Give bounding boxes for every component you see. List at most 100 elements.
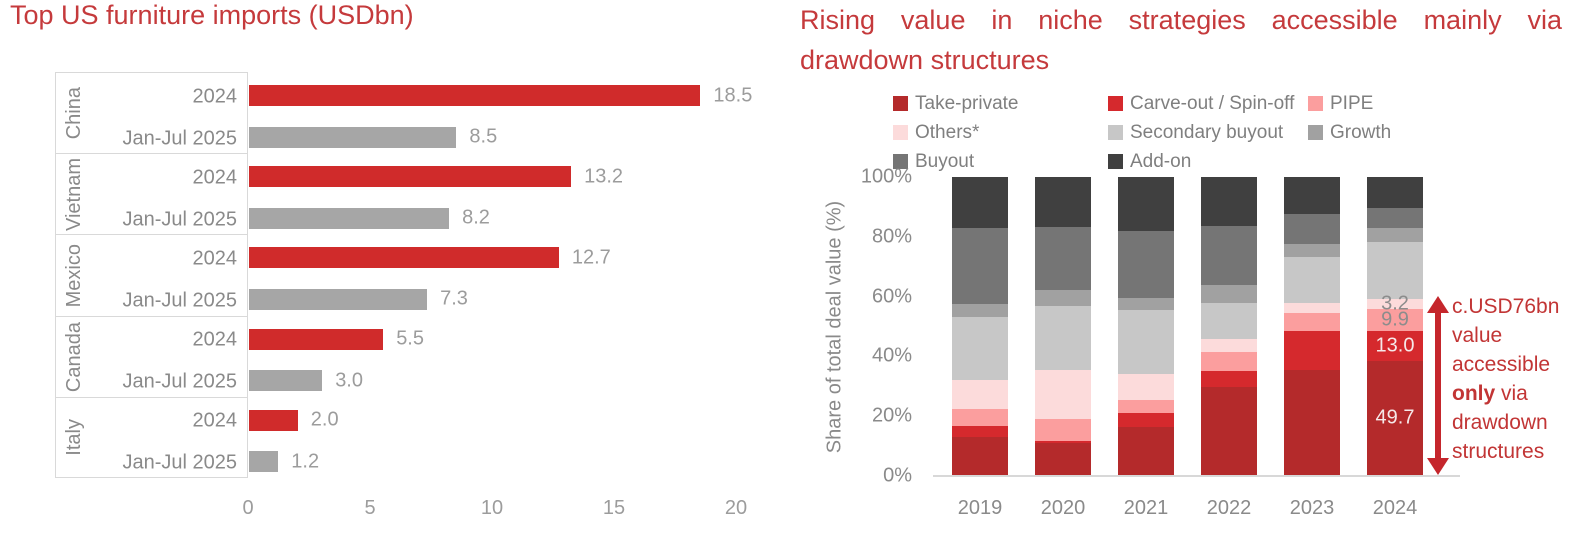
stacked-segment-2021-growth (1118, 298, 1174, 311)
bar-value-china-jan-jul-2025: 8.5 (469, 125, 498, 148)
stacked-segment-2024-others (1367, 298, 1423, 309)
legend-swatch-secondary-buyout (1108, 125, 1123, 140)
stacked-segment-2023-buyout (1284, 213, 1340, 244)
bar-vietnam-2024 (249, 166, 572, 188)
legend-label-secondary-buyout: Secondary buyout (1130, 121, 1284, 143)
stacked-segment-2020-pipe (1035, 418, 1091, 442)
stacked-segment-2019-pipe (952, 409, 1008, 426)
annotation-line: drawdown (1452, 411, 1548, 434)
annotation-line: structures (1452, 440, 1545, 463)
right-chart-title-line1: Rising value in niche strategies accessi… (800, 5, 1562, 35)
stacked-segment-2024-pipe (1367, 308, 1423, 331)
stacked-segment-2023-growth (1284, 243, 1340, 258)
annotation-text: c.USD76bn value accessible only via drawdown… (1452, 292, 1578, 466)
stacked-segment-2021-others (1118, 374, 1174, 401)
stacked-segment-2019-secondary-buyout (952, 317, 1008, 380)
stacked-segment-2024-growth (1367, 228, 1423, 242)
bar-value-italy-jan-jul-2025: 1.2 (291, 450, 320, 473)
row-label-2024: 2024 (192, 409, 238, 432)
y-tick-100: 100% (860, 165, 912, 188)
legend-swatch-growth (1308, 125, 1323, 140)
stacked-segment-2023-take-private (1284, 369, 1340, 476)
segment-value-3-2: 3.2 (1381, 292, 1409, 315)
stacked-segment-2022-pipe (1201, 352, 1257, 371)
legend-label-carve-out-spin-off: Carve-out / Spin-off (1130, 92, 1295, 114)
x-label-2022: 2022 (1206, 497, 1252, 519)
legend-label-take-private: Take-private (915, 92, 1019, 114)
stacked-segment-2021-take-private (1118, 426, 1174, 476)
legend-item-carve-out-spin-off: Carve-out / Spin-off (1108, 89, 1308, 118)
annotation-line: c.USD76bn (1452, 295, 1560, 318)
legend-label-add-on: Add-on (1130, 150, 1192, 172)
x-label-2019: 2019 (957, 497, 1003, 519)
legend-swatch-buyout (893, 154, 908, 169)
stacked-segment-2022-growth (1201, 284, 1257, 304)
bar-canada-jan-jul-2025 (249, 370, 323, 392)
bar-mexico-jan-jul-2025 (249, 288, 428, 310)
legend-swatch-carve-out-spin-off (1108, 96, 1123, 111)
bar-value-canada-jan-jul-2025: 3.0 (335, 369, 363, 392)
annotation-line: value (1452, 324, 1503, 347)
bar-value-italy-2024: 2.0 (310, 408, 339, 431)
stacked-segment-2021-pipe (1118, 400, 1174, 414)
legend-swatch-add-on (1108, 154, 1123, 169)
legend-swatch-pipe (1308, 96, 1323, 111)
legend-label-growth: Growth (1330, 121, 1392, 143)
bar-value-mexico-jan-jul-2025: 7.3 (440, 287, 468, 310)
row-label-jan-jul-2025: Jan-Jul 2025 (122, 208, 237, 231)
annotation-line: accessible (1452, 353, 1551, 376)
stacked-segment-2023-add-on (1284, 177, 1340, 214)
stacked-segment-2019-carve-out-spin-off (952, 425, 1008, 438)
stacked-segment-2022-others (1201, 338, 1257, 353)
stacked-segment-2019-take-private (952, 437, 1008, 476)
legend-item-take-private: Take-private (893, 89, 1108, 118)
stacked-segment-2020-carve-out-spin-off (1035, 441, 1091, 444)
bar-italy-jan-jul-2025 (249, 451, 279, 473)
stacked-segment-2024-take-private (1367, 360, 1423, 476)
category-box-china: China 2024 Jan-Jul 2025 (55, 72, 248, 154)
bar-italy-2024 (249, 409, 298, 431)
y-tick-20: 20% (871, 404, 912, 427)
legend-item-buyout: Buyout (893, 147, 1108, 176)
arrow-head-up-icon (1427, 296, 1449, 313)
bar-china-jan-jul-2025 (249, 126, 457, 148)
left-chart-title: Top US furniture imports (USDbn) (10, 0, 414, 30)
x-label-2023: 2023 (1289, 497, 1335, 519)
stacked-segment-2020-secondary-buyout (1035, 306, 1091, 371)
segment-value-9-9: 9.9 (1381, 308, 1409, 331)
category-box-canada: Canada 2024 Jan-Jul 2025 (55, 315, 248, 397)
legend-item-growth: Growth (1308, 118, 1448, 147)
y-tick-60: 60% (871, 285, 912, 308)
row-label-jan-jul-2025: Jan-Jul 2025 (122, 451, 237, 474)
bar-canada-2024 (249, 328, 384, 350)
legend-item-add-on: Add-on (1108, 147, 1308, 176)
x-label-2020: 2020 (1040, 497, 1086, 519)
legend-swatch-take-private (893, 96, 908, 111)
stacked-segment-2020-take-private (1035, 443, 1091, 476)
stacked-segment-2024-carve-out-spin-off (1367, 330, 1423, 361)
stacked-segment-2020-others (1035, 370, 1091, 419)
stacked-segment-2022-buyout (1201, 226, 1257, 285)
bar-value-china-2024: 18.5 (713, 84, 753, 106)
row-label-2024: 2024 (192, 328, 238, 351)
x-label-2024: 2024 (1372, 497, 1418, 519)
stacked-segment-2023-others (1284, 302, 1340, 313)
legend-item-secondary-buyout: Secondary buyout (1108, 118, 1308, 147)
x-axis-line (933, 475, 1460, 477)
category-box-italy: Italy 2024 Jan-Jul 2025 (55, 396, 248, 478)
stacked-segment-2024-add-on (1367, 177, 1423, 209)
bar-value-vietnam-2024: 13.2 (584, 165, 624, 188)
stacked-segment-2021-carve-out-spin-off (1118, 413, 1174, 427)
stacked-segment-2022-take-private (1201, 386, 1257, 476)
row-label-2024: 2024 (192, 247, 238, 270)
right-chart-title: Rising value in niche strategies accessi… (800, 0, 1562, 80)
stacked-segment-2021-add-on (1118, 177, 1174, 231)
x-tick-5: 5 (364, 497, 376, 519)
y-tick-0: 0% (883, 464, 912, 487)
y-tick-40: 40% (871, 344, 912, 367)
stacked-segment-2021-secondary-buyout (1118, 310, 1174, 375)
stacked-segment-2023-secondary-buyout (1284, 257, 1340, 303)
x-label-2021: 2021 (1123, 497, 1169, 519)
stacked-segment-2024-secondary-buyout (1367, 241, 1423, 299)
